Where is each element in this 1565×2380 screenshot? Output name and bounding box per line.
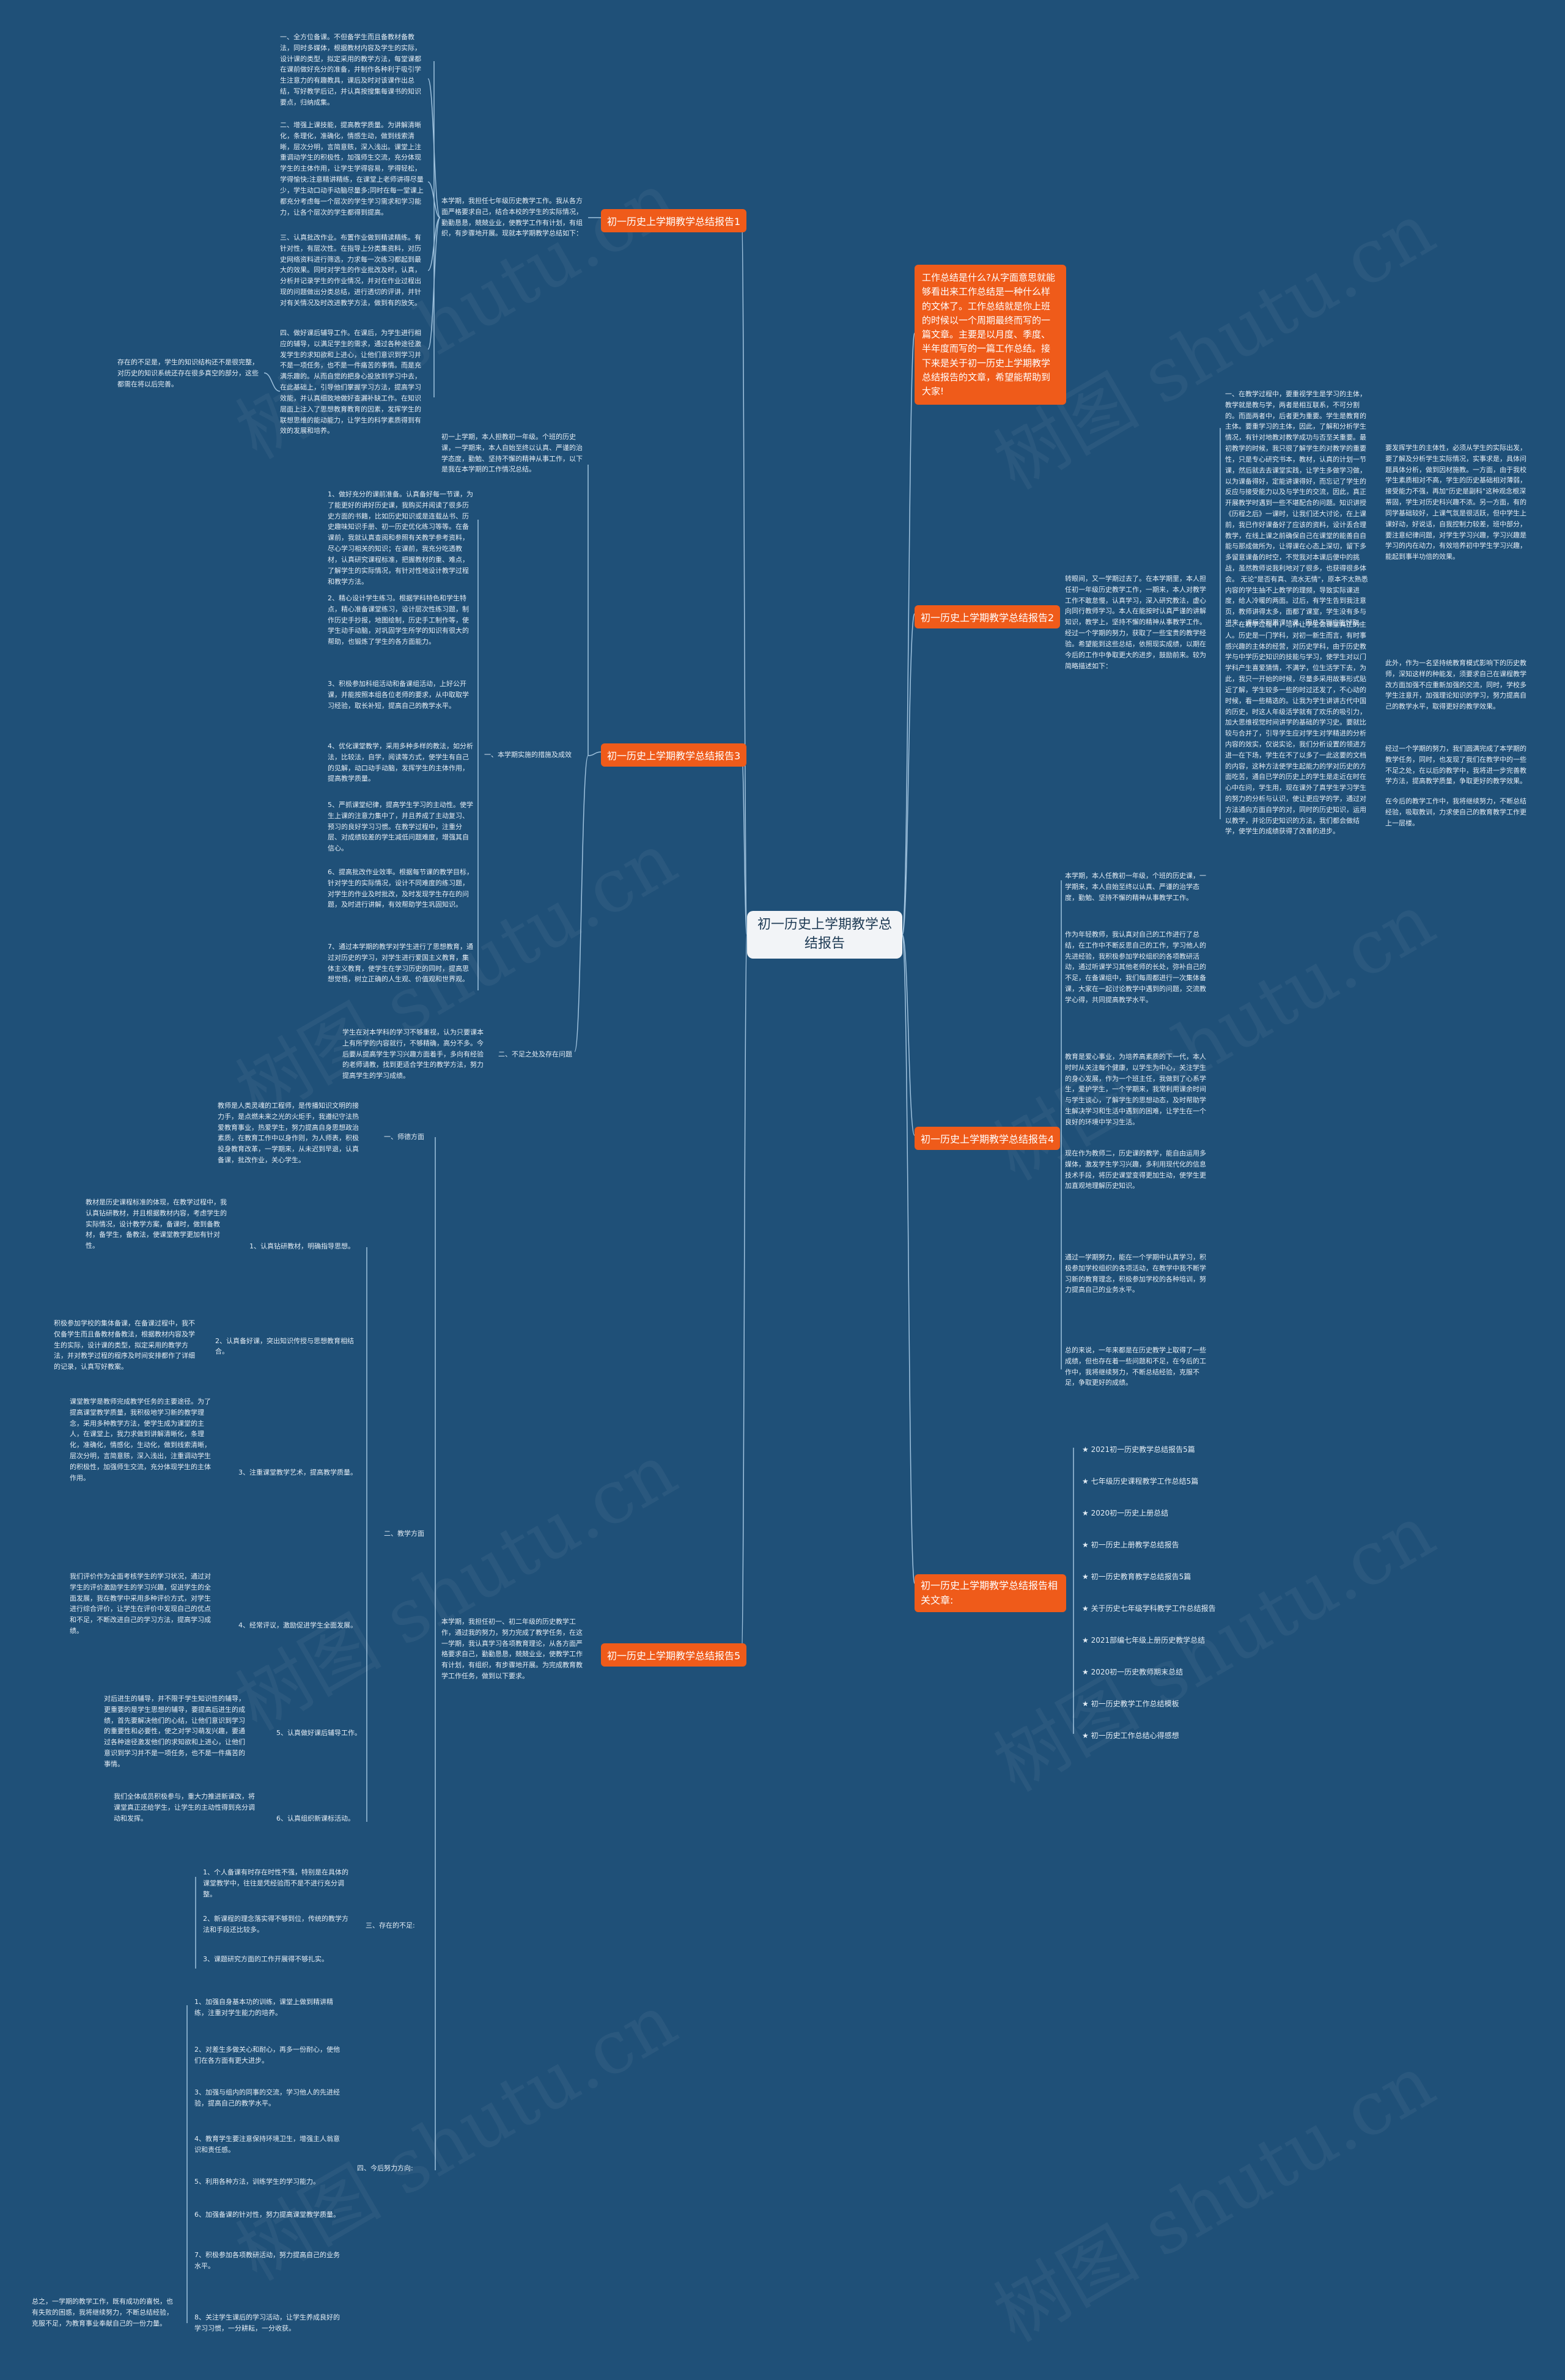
b1-summary: 本学期，我担任七年级历史教学工作。我从各方面严格要求自己，结合本校的学生的实际情… <box>441 197 583 238</box>
b5-summary: 本学期，我担任初一、初二年级的历史教学工作，通过我的努力，努力完成了教学任务，在… <box>441 1618 583 1681</box>
b3-problem: 学生在对本学科的学习不够重视，认为只要课本上有所学的内容就行，不够精确，高分不多… <box>342 1028 484 1080</box>
branch-report-4[interactable]: 初一历史上学期教学总结报告4 <box>915 1127 1061 1150</box>
branch-report-3[interactable]: 初一历史上学期教学总结报告3 <box>601 743 747 767</box>
connector-line <box>263 372 281 392</box>
b2-summary: 转眼间，又一学期过去了。在本学期里，本人担任初一年级历史教学工作，一期来，本人对… <box>1065 575 1206 670</box>
b5-section-body: 教师是人类灵魂的工程师，是传播知识文明的接力手，是点燃未来之光的火炬手，我遵纪守… <box>218 1102 359 1165</box>
b5-list-item: 6、加强备课的针对性，努力提高课堂教学质量。 <box>194 2211 340 2219</box>
b3-section-title: 一、本学期实施的措施及成效 <box>484 751 572 759</box>
b5-sub-body: 教材是历史课程标准的体现，在教学过程中，我认真钻研教材，并且根据教材内容，考虑学… <box>86 1198 227 1250</box>
b4-item: 作为年轻教师，我认真对自己的工作进行了总结，在工作中不断反思自己的工作，学习他人… <box>1065 930 1206 1004</box>
b5-sub-body: 积极参加学校的集体备课，在备课过程中，我不仅备学生而且备教材备教法，根据教材内容… <box>54 1319 195 1371</box>
related-article-link[interactable]: ★ 七年级历史课程教学工作总结5篇 <box>1082 1477 1199 1486</box>
b5-sub-body: 课堂教学是教师完成教学任务的主要途径。为了提高课堂教学质量，我积极地学习新的教学… <box>70 1398 211 1482</box>
related-article-link[interactable]: ★ 2021部编七年级上册历史教学总结 <box>1082 1636 1206 1645</box>
b5-list-item: 2、新课程的理念落实得不够到位，传统的教学方法和手段还比较多。 <box>203 1915 348 1934</box>
b4-summary: 本学期，本人任教初一年级，个班的历史课，一学期来，本人自始至终以认真、严谨的治学… <box>1065 872 1206 902</box>
b5-list-item: 1、加强自身基本功的训练，课堂上做到精讲精练，注重对学生能力的培养。 <box>194 1998 333 2017</box>
b5-list-item: 5、利用各种方法，训练学生的学习能力。 <box>194 2178 320 2186</box>
b5-list-item: 8、关注学生课后的学习活动，让学生养成良好的学习习惯，一分耕耘，一分收获。 <box>194 2313 340 2332</box>
b5-section-title: 二、教学方面 <box>384 1530 424 1538</box>
b2-side-text: 经过一个学期的努力，我们圆满完成了本学期的教学任务，同时，也发现了我们在教学中的… <box>1385 745 1526 786</box>
b5-sub-label: 2、认真备好课，突出知识传授与思想教育相结合。 <box>215 1337 354 1355</box>
b3-item: 5、严抓课堂纪律，提高学生学习的主动性。使学生上课的注意力集中了，并且养成了主动… <box>328 801 473 853</box>
b3-item: 2、精心设计学生练习。根据学科特色和学生特点，精心准备课堂练习，设计层次性练习题… <box>328 594 469 646</box>
b5-sub-body: 我们评价作为全面考核学生的学习状况，通过对学生的评价激励学生的学习兴趣，促进学生… <box>70 1572 211 1635</box>
b5-list-item: 3、课题研究方面的工作开展得不够扎实。 <box>203 1955 328 1963</box>
b5-list-item: 4、教育学生要注意保持环境卫生，增强主人翁意识和责任感。 <box>194 2135 340 2154</box>
b2-side-text: 此外，作为一名坚持统教育模式影响下的历史教师，深知这样的种能发，须要求自己在课程… <box>1385 659 1526 711</box>
b5-sub-body: 我们全体成员积极参与，重大力推进新课改，将课堂真正还给学生，让学生的主动性得到充… <box>114 1792 255 1822</box>
b1-extra: 存在的不足是，学生的知识结构还不是很完整，对历史的知识系统还存在很多真空的部分，… <box>117 358 259 388</box>
branch-report-2[interactable]: 初一历史上学期教学总结报告2 <box>915 605 1061 628</box>
connector-line <box>902 934 915 1584</box>
connector-line <box>902 934 915 1136</box>
branch-report-1[interactable]: 初一历史上学期教学总结报告1 <box>601 209 747 232</box>
connector-line <box>902 613 915 935</box>
branch-related[interactable]: 初一历史上学期教学总结报告相关文章: <box>915 1574 1066 1612</box>
b5-section-title: 一、师德方面 <box>384 1133 424 1141</box>
connector-line <box>587 751 602 756</box>
b4-item: 通过一学期努力，能在一个学期中认真学习，积极参加学校组织的各项活动，在教学中我不… <box>1065 1253 1206 1294</box>
b3-item: 1、做好充分的课前准备。认真备好每一节课，为了能更好的讲好历史课，我购买并阅读了… <box>328 490 473 586</box>
b2-item: 二、在教学过程中，培养让学生做课堂真正的主人。历史是一门学科，对初一新生而言，有… <box>1225 621 1366 836</box>
b5-sub-label: 3、注重课堂教学艺术，提高教学质量。 <box>238 1468 357 1476</box>
b2-item: 一、在教学过程中，要重视学生是学习的主体，教学就是教与学，两者是相互联系，不可分… <box>1225 390 1368 627</box>
connector-line <box>741 934 748 1652</box>
b1-item: 四、做好课后辅导工作。在课后，为学生进行相应的辅导，以满足学生的需求，通过各种途… <box>280 329 421 435</box>
b5-conclusion: 总之，一学期的教学工作，既有成功的喜悦，也有失败的困惑，我将继续努力，不断总结经… <box>32 2297 173 2327</box>
b5-list-item: 7、积极参加各项教研活动，努力提高自己的业务水平。 <box>194 2251 340 2270</box>
b5-sub-label: 5、认真做好课后辅导工作。 <box>276 1729 361 1737</box>
b3-section-title: 二、不足之处及存在问题 <box>498 1050 572 1058</box>
b5-sub-label: 6、认真组织新课标活动。 <box>276 1814 355 1822</box>
related-article-link[interactable]: ★ 初一历史教育教学总结报告5篇 <box>1082 1572 1191 1581</box>
branch-report-5[interactable]: 初一历史上学期教学总结报告5 <box>601 1643 747 1667</box>
b1-item: 一、全方位备课。不但备学生而且备教材备教法，同时多媒体，根据教材内容及学生的实际… <box>280 33 421 106</box>
b4-item: 现在作为教师二，历史课的教学，能自由运用多媒体，激发学生学习兴趣，多利用现代化的… <box>1065 1149 1206 1190</box>
b1-item: 二、增强上课技能，提高教学质量。为讲解清晰化，条理化，准确化，情感生动，做到线索… <box>280 121 424 216</box>
b5-section-title: 四、今后努力方向: <box>357 2164 413 2172</box>
center-topic[interactable]: 初一历史上学期教学总结报告 <box>747 911 902 959</box>
related-article-link[interactable]: ★ 初一历史上册教学总结报告 <box>1082 1541 1179 1549</box>
connector-line <box>902 333 915 935</box>
b3-item: 4、优化课堂教学，采用多种多样的教法，如分析法，比较法，自学，阅读等方式，使学生… <box>328 742 473 783</box>
b3-item: 6、提高批改作业效率。根据每节课的教学目标，针对学生的实际情况，设计不同难度的练… <box>328 868 473 909</box>
b4-item: 总的来说，一年来都是在历史教学上取得了一些成绩，但也存在着一些问题和不足，在今后… <box>1065 1346 1206 1387</box>
b5-list-item: 1、个人备课有时存在时性不强，特别是在具体的课堂教学中，往往是凭经验而不是不进行… <box>203 1868 348 1898</box>
b5-section-title: 三、存在的不足: <box>366 1921 415 1929</box>
b5-sub-body: 对后进生的辅导，并不限于学生知识性的辅导，更重要的是学生思想的辅导，要提高后进生… <box>104 1695 245 1768</box>
related-article-link[interactable]: ★ 2020初一历史上册总结 <box>1082 1509 1169 1517</box>
b5-list-item: 2、对差生多做关心和耐心，再多一份耐心，使他们在各方面有更大进步。 <box>194 2046 340 2065</box>
related-article-link[interactable]: ★ 初一历史教学工作总结模板 <box>1082 1700 1179 1708</box>
b3-item: 7、通过本学期的教学对学生进行了思想教育，通过对历史的学习，对学生进行爱国主义教… <box>328 943 473 984</box>
b5-list-item: 3、加强与组内的同事的交流，学习他人的先进经验，提高自己的教学水平。 <box>194 2088 340 2107</box>
b4-item: 教育是爱心事业，为培养高素质的下一代，本人时时从关注每个健康，以学生为中心，关注… <box>1065 1053 1206 1126</box>
related-article-link[interactable]: ★ 关于历史七年级学科教学工作总结报告 <box>1082 1604 1216 1613</box>
b3-item: 3、积极参加科组活动和备课组活动，上好公开课，并能按照本组各位老师的要求，从中取… <box>328 680 469 710</box>
related-article-link[interactable]: ★ 2020初一历史教师期末总结 <box>1082 1668 1184 1676</box>
b2-side-text: 在今后的教学工作中，我将继续努力，不断总结经验，吸取教训，力求使自己的教育教学工… <box>1385 797 1526 827</box>
connector-line <box>741 217 748 935</box>
b3-summary: 初一上学期，本人担教初一年级。个班的历史课，一学期来，本人自始至终以认真、严谨的… <box>441 433 583 474</box>
b1-item: 三、认真批改作业。布置作业做到精读精练。有针对性，有层次性。在指导上分类集资料，… <box>280 234 421 307</box>
b5-sub-label: 1、认真钻研教材，明确指导思想。 <box>249 1242 355 1250</box>
related-article-link[interactable]: ★ 初一历史工作总结心得感想 <box>1082 1731 1179 1740</box>
related-article-link[interactable]: ★ 2021初一历史教学总结报告5篇 <box>1082 1445 1195 1454</box>
connector-line <box>574 755 589 1052</box>
intro-node[interactable]: 工作总结是什么?从字面意思就能够看出来工作总结是一种什么样的文体了。工作总结就是… <box>915 265 1066 405</box>
b2-side-text: 要发挥学生的主体性，必须从学生的实际出发，要了解及分析学生实际情况，实事求是，具… <box>1385 444 1526 561</box>
b5-sub-label: 4、经常评议，激励促进学生全面发展。 <box>238 1621 357 1629</box>
